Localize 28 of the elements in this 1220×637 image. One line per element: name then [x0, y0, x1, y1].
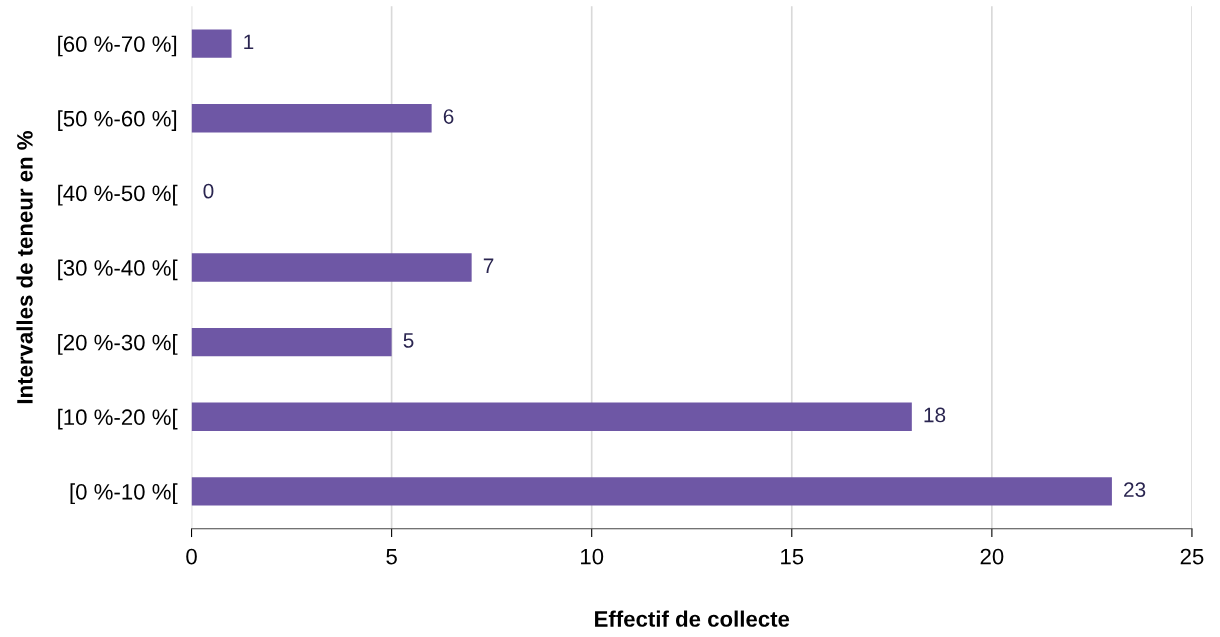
bar [191, 29, 232, 58]
data-label: 7 [483, 258, 494, 273]
x-tick-label: 20 [980, 548, 1004, 565]
bar [191, 104, 432, 133]
y-tick-label: [30 %-40 %[ [58, 259, 178, 281]
bar [191, 253, 472, 282]
data-label: 5 [403, 333, 414, 348]
data-label: 6 [443, 109, 454, 124]
data-label: 18 [924, 407, 946, 423]
bar [191, 327, 392, 357]
y-tick-label: [0 %-10 %[ [70, 483, 178, 505]
data-label: 0 [203, 183, 214, 199]
x-axis-title: Effectif de collecte [595, 610, 790, 627]
y-tick-label: [20 %-30 %[ [58, 334, 178, 355]
y-axis-title: Intervalles de teneur en % [16, 131, 33, 404]
y-tick-label: [50 %-60 %] [58, 110, 177, 131]
data-label: 1 [244, 34, 254, 50]
bar [191, 477, 1112, 506]
data-label: 23 [1124, 482, 1146, 497]
y-tick-label: [40 %-50 %[ [58, 184, 178, 206]
x-tick-label: 25 [1180, 548, 1204, 565]
x-tick-label: 10 [581, 548, 604, 565]
x-tick-label: 0 [186, 548, 197, 565]
y-tick-label: [10 %-20 %[ [58, 408, 178, 430]
x-tick-label: 15 [781, 548, 804, 565]
x-tick-label: 5 [386, 548, 397, 565]
y-tick-label: [60 %-70 %] [58, 35, 177, 57]
bar [191, 402, 912, 431]
